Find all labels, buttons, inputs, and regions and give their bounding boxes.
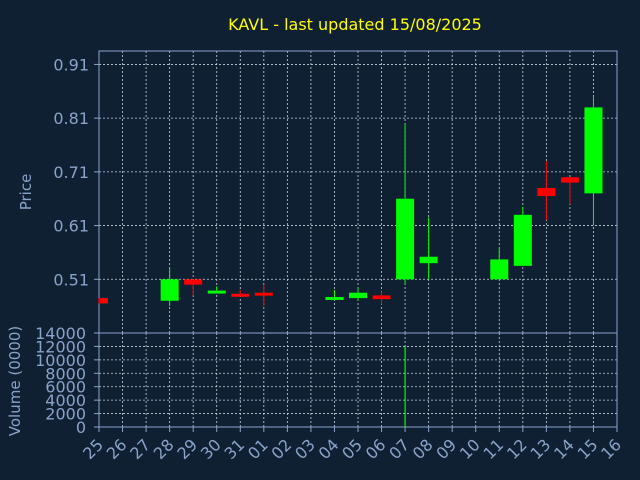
price-tick-labels: 0.91 0.81 0.71 0.61 0.51	[53, 55, 99, 289]
volume-tick-label: 6000	[45, 378, 86, 397]
candle-body	[419, 256, 438, 264]
price-axis-label: Price	[17, 174, 35, 211]
candle-05	[349, 287, 367, 301]
candle-body	[160, 279, 179, 301]
candle-body	[396, 198, 415, 280]
candle-04	[325, 290, 344, 301]
candle-body	[372, 295, 391, 300]
candles	[98, 96, 603, 307]
price-tick-label: 0.51	[53, 270, 89, 289]
chart-title: KAVL - last updated 15/08/2025	[228, 15, 482, 34]
volume-tick-label: 0	[76, 418, 86, 437]
volume-tick-label: 8000	[45, 364, 86, 383]
candle-body	[184, 279, 203, 285]
candle-body	[513, 214, 532, 266]
candle-01	[254, 284, 273, 307]
volume-tick-label: 10000	[35, 351, 86, 370]
volume-tick-label: 4000	[45, 391, 86, 410]
price-tick-label: 0.91	[53, 55, 89, 74]
candle-30	[207, 286, 226, 294]
candle-28	[160, 268, 179, 307]
candle-body	[560, 177, 579, 183]
candle-body	[490, 259, 509, 280]
candle-body	[254, 292, 273, 296]
volume-tick-label: 14000	[35, 324, 86, 343]
candle-06	[372, 291, 391, 305]
volume-axis-label: Volume (0000)	[6, 326, 24, 436]
candle-07	[396, 123, 415, 285]
volume-panel-frame	[98, 332, 618, 428]
candle-12	[513, 206, 532, 266]
x-axis-label: Day	[333, 457, 363, 475]
candle-body	[325, 297, 344, 301]
price-tick-label: 0.71	[53, 163, 89, 182]
volume-tick-label: 12000	[35, 337, 86, 356]
candle-14	[560, 177, 579, 205]
candle-25	[98, 298, 108, 304]
volume-grid	[99, 332, 617, 428]
candle-13	[537, 161, 556, 221]
candle-body	[99, 298, 108, 304]
volume-tick-label: 2000	[45, 405, 86, 424]
candle-body	[349, 292, 367, 299]
candle-body	[584, 107, 603, 194]
candle-body	[537, 187, 556, 197]
candle-31	[231, 290, 250, 297]
candle-15	[584, 96, 603, 226]
price-tick-label: 0.61	[53, 217, 89, 236]
candle-08	[419, 217, 438, 280]
x-tick-label: 16	[597, 435, 625, 463]
candle-11	[490, 247, 509, 280]
candle-29	[184, 279, 203, 296]
candle-body	[231, 293, 250, 297]
price-tick-label: 0.81	[53, 109, 89, 128]
candle-body	[207, 290, 226, 294]
